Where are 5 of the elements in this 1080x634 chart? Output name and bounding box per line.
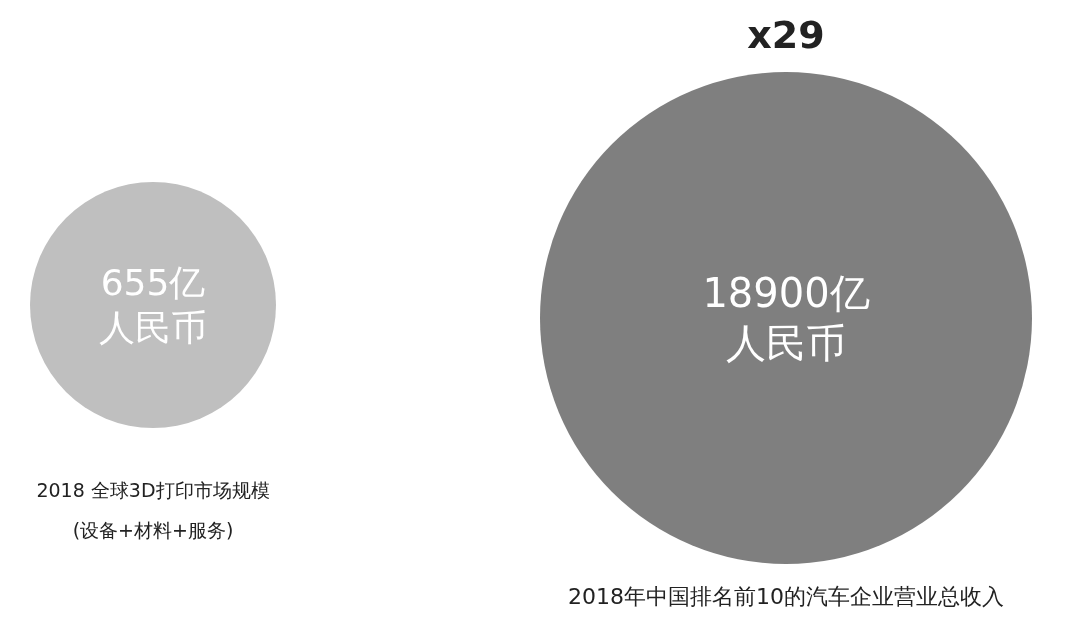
text: x29 [747,13,825,57]
category-label: 2018 全球3D打印市场规模 (设备+材料+服务) [36,479,270,541]
data-label: 18900亿人民币 [701,269,871,368]
category-label: 2018年中国排名前10的汽车企业营业总收入 [568,584,1004,609]
data-label: 655亿人民币 [98,261,208,350]
